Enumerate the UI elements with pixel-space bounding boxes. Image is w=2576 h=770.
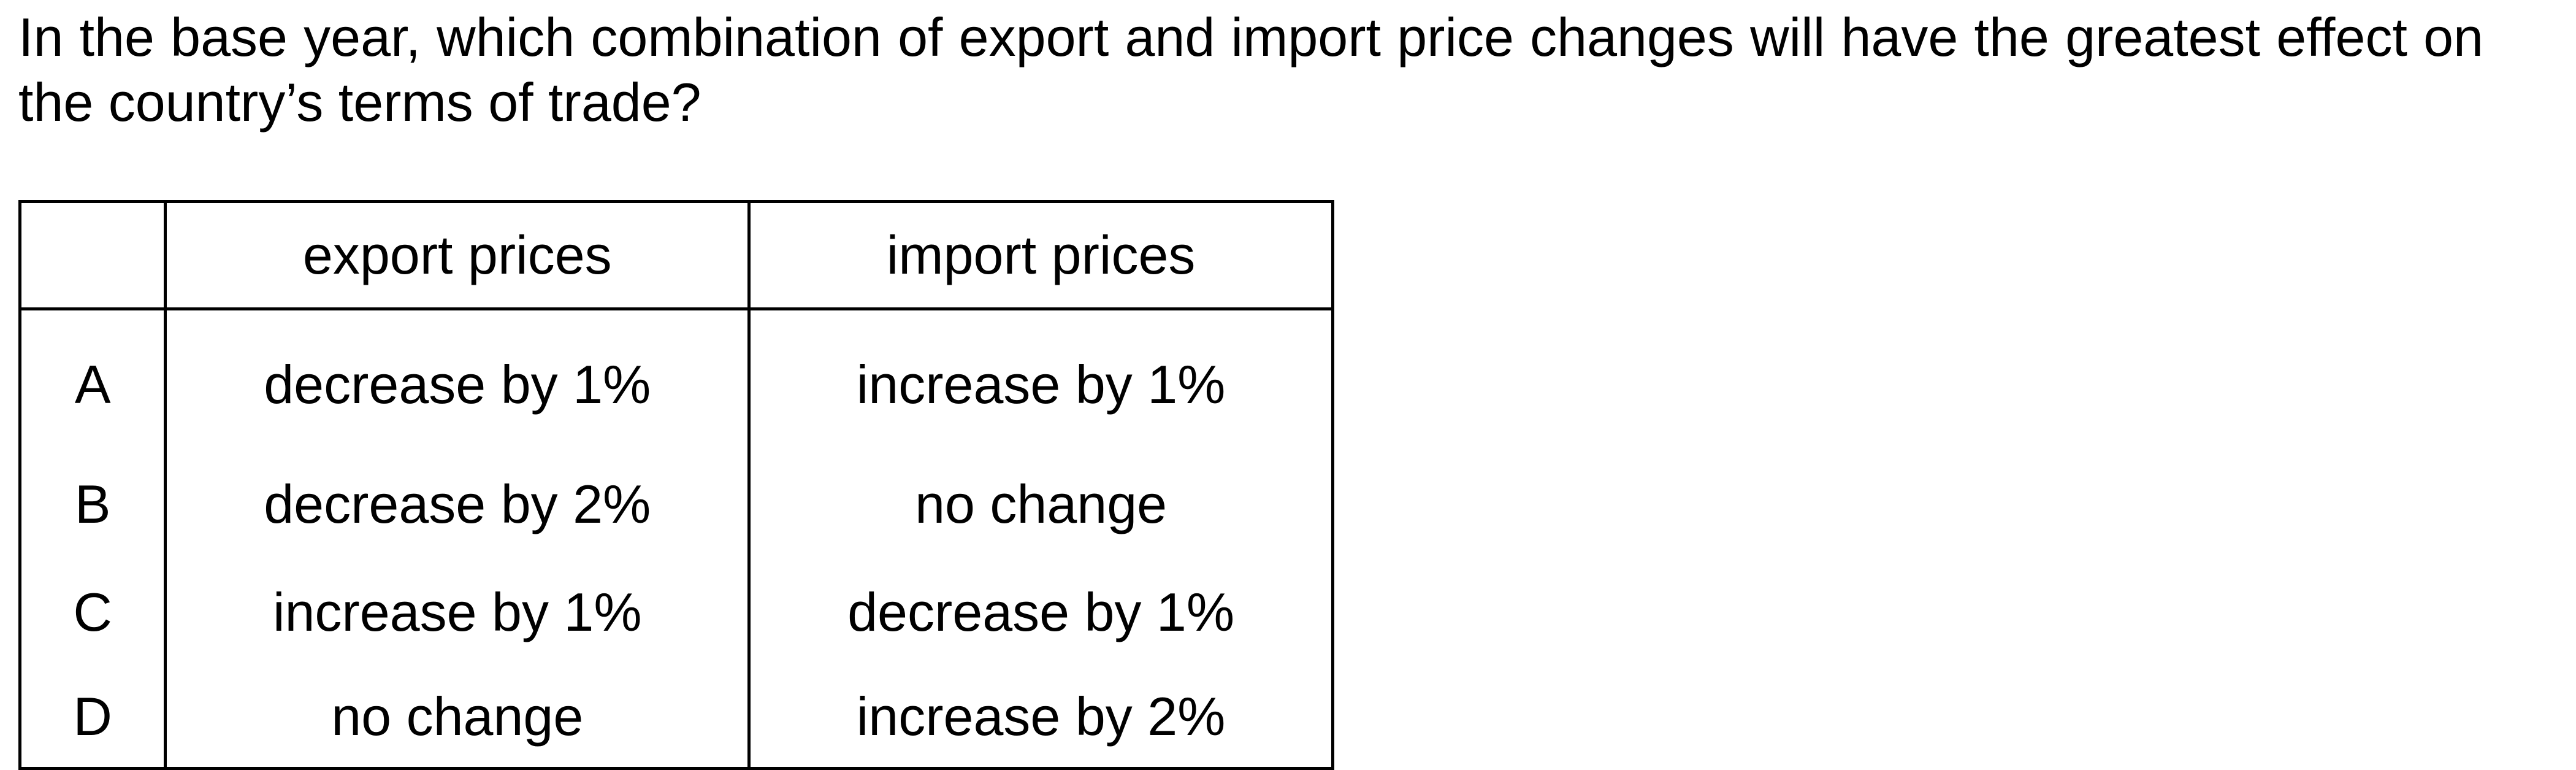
import-price-change: increase by 1% bbox=[747, 309, 1334, 450]
option-letter: A bbox=[18, 309, 167, 450]
table-row: B decrease by 2% no change bbox=[18, 450, 1334, 558]
option-letter: B bbox=[18, 450, 167, 558]
import-price-change: increase by 2% bbox=[747, 666, 1334, 770]
export-price-change: increase by 1% bbox=[164, 558, 751, 666]
question-text: In the base year, which combination of e… bbox=[18, 7, 2483, 133]
option-letter: D bbox=[18, 666, 167, 770]
options-table: export prices import prices A decrease b… bbox=[18, 200, 1334, 770]
header-cell-letter bbox=[18, 200, 167, 310]
table-row: D no change increase by 2% bbox=[18, 666, 1334, 770]
option-letter: C bbox=[18, 558, 167, 666]
table-row: C increase by 1% decrease by 1% bbox=[18, 558, 1334, 666]
import-price-change: decrease by 1% bbox=[747, 558, 1334, 666]
export-price-change: decrease by 1% bbox=[164, 309, 751, 450]
header-cell-import-prices: import prices bbox=[747, 200, 1334, 310]
export-price-change: no change bbox=[164, 666, 751, 770]
header-cell-export-prices: export prices bbox=[164, 200, 751, 310]
export-price-change: decrease by 2% bbox=[164, 450, 751, 558]
table-row: A decrease by 1% increase by 1% bbox=[18, 309, 1334, 450]
import-price-change: no change bbox=[747, 450, 1334, 558]
table-header-row: export prices import prices bbox=[18, 200, 1334, 310]
